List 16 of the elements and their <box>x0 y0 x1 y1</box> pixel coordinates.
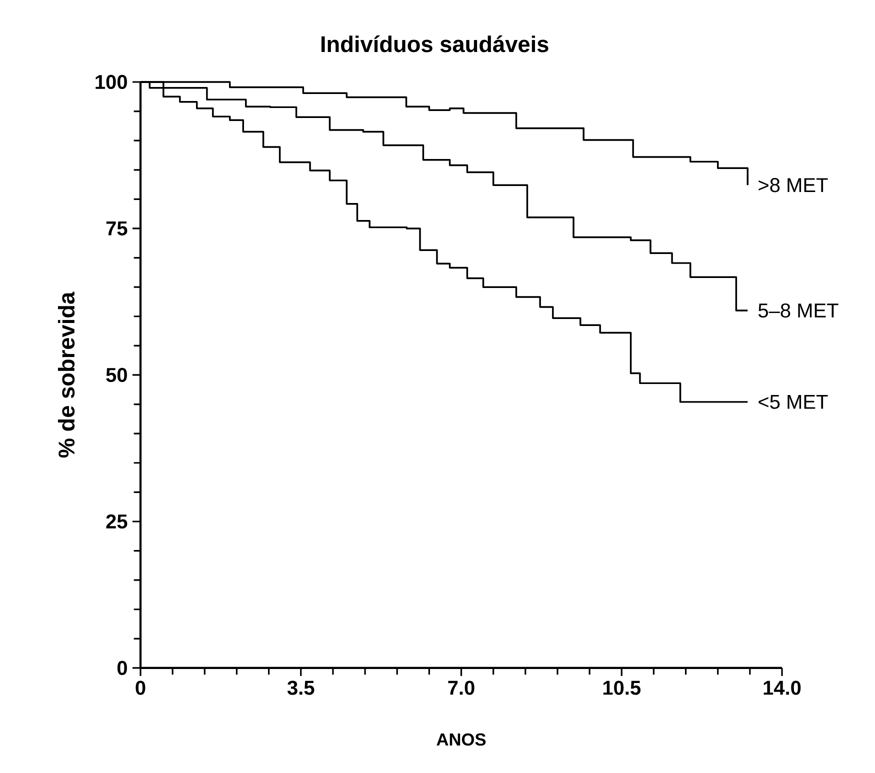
series-label: <5 MET <box>758 394 828 409</box>
series-label: 5–8 MET <box>758 303 838 318</box>
chart-title: Indivíduos saudáveis <box>321 35 548 52</box>
y-tick-label: 50 <box>106 368 127 382</box>
y-tick-label: 25 <box>106 514 128 529</box>
x-axis-title: ANOS <box>436 733 486 746</box>
y-tick-label: 75 <box>106 222 128 236</box>
x-tick-label: 0 <box>136 680 146 695</box>
y-tick-label: 100 <box>96 74 127 90</box>
y-axis-title: % de sobrevida <box>58 292 75 458</box>
series-label: >8 MET <box>758 178 828 192</box>
x-tick-label: 7.0 <box>448 680 474 695</box>
x-tick-label: 3.5 <box>287 680 314 695</box>
x-tick-label: 10.5 <box>603 680 641 695</box>
y-tick-label: 0 <box>117 660 127 676</box>
x-tick-label: 14.0 <box>764 680 801 695</box>
